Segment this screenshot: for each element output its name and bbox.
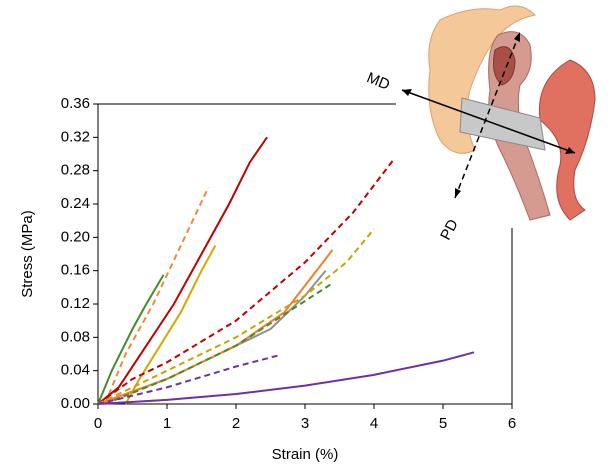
x-tick-label: 2 [232, 415, 240, 432]
plot-area: 0.00 0.04 0.08 0.12 0.16 0.20 0.24 0.28 0.32 0.36… [19, 95, 516, 463]
series-line [97, 157, 396, 405]
y-tick-label: 0.04 [61, 362, 90, 379]
y-tick-label: 0.36 [61, 95, 90, 112]
series-line [97, 136, 268, 405]
illustration: MD PD [364, 0, 611, 243]
series-line [97, 351, 475, 405]
x-tick-label: 3 [301, 415, 309, 432]
sample-band [459, 97, 546, 151]
x-axis-label: Strain (%) [272, 446, 339, 463]
x-tick-label: 1 [163, 415, 171, 432]
series-line [97, 270, 327, 405]
series-line [124, 245, 217, 405]
series-line [97, 274, 165, 405]
y-tick-label: 0.00 [61, 395, 90, 412]
series-line [97, 354, 278, 405]
series-line [97, 228, 375, 405]
tissue-1 [428, 5, 537, 154]
series-line [103, 186, 210, 405]
md-arrow [401, 89, 576, 154]
y-tick-label: 0.12 [61, 295, 90, 312]
y-tick-label: 0.20 [61, 228, 90, 245]
y-tick-label: 0.24 [61, 195, 90, 212]
y-tick-label: 0.32 [61, 128, 90, 145]
x-tick-label: 0 [94, 415, 102, 432]
x-tick-label: 4 [370, 415, 378, 432]
y-tick-label: 0.16 [61, 262, 90, 279]
series-line [104, 282, 334, 405]
annotation: MD [364, 69, 392, 94]
x-tick-label: 6 [508, 415, 516, 432]
x-tick-label: 5 [439, 415, 447, 432]
tissue-3 [493, 46, 516, 86]
y-tick-label: 0.28 [61, 162, 90, 179]
y-axis-label: Stress (MPa) [19, 210, 36, 298]
y-tick-label: 0.08 [61, 328, 90, 345]
